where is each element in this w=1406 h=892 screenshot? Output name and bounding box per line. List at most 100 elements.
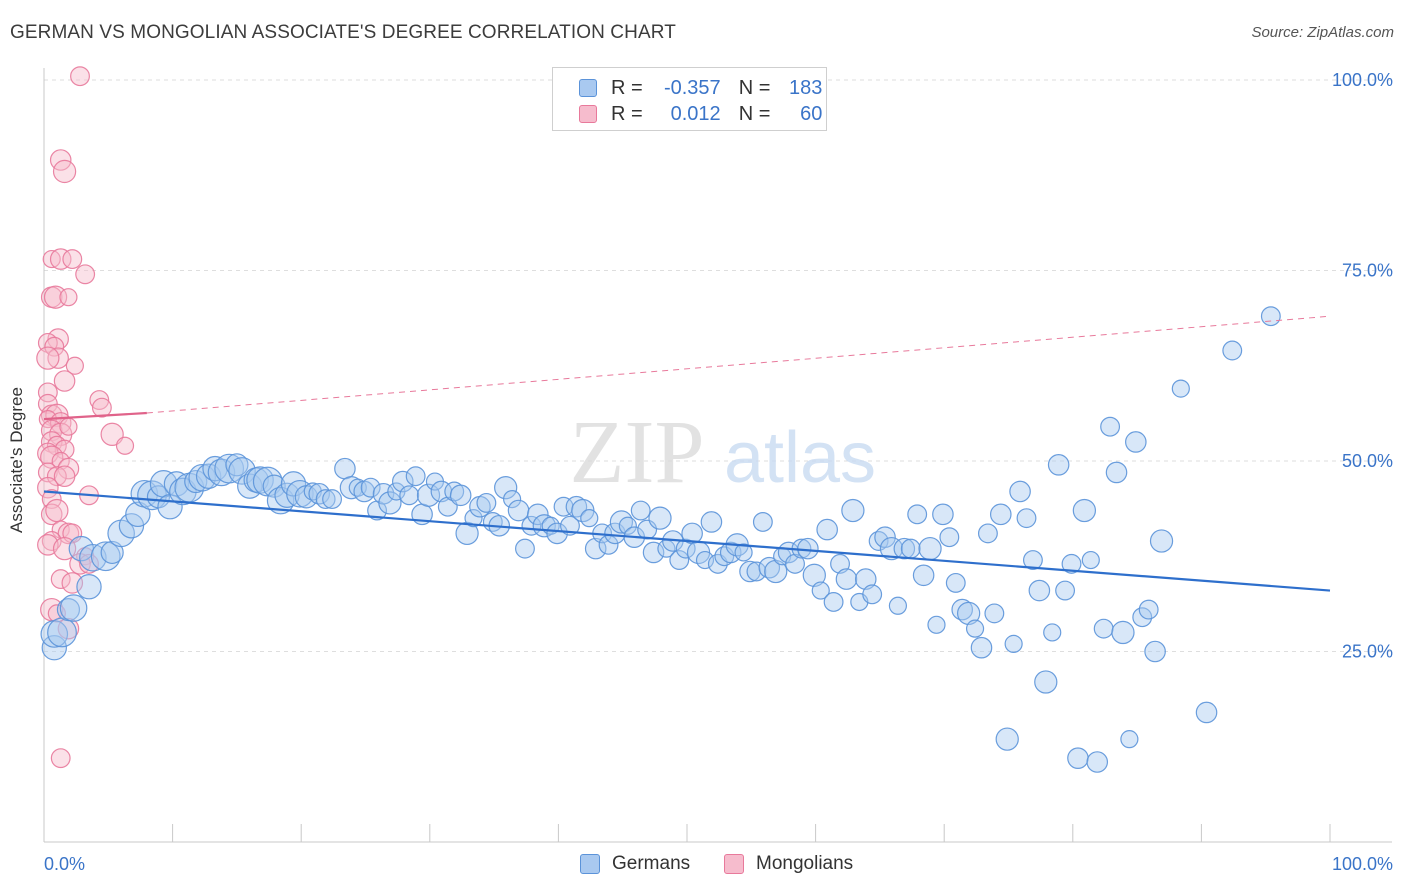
german-point — [927, 615, 946, 634]
german-point — [642, 541, 665, 564]
german-point — [965, 619, 985, 638]
german-point — [378, 491, 402, 515]
german-point — [695, 550, 715, 570]
y-axis-label: Associate's Degree — [7, 387, 26, 533]
germans-r-value: -0.357 — [663, 76, 721, 99]
german-point — [449, 484, 472, 507]
germans-n-value: 183 — [789, 76, 823, 99]
mongolians-trend-line-solid — [43, 411, 147, 421]
german-point — [1067, 747, 1089, 769]
mongolian-point — [53, 370, 76, 392]
mongolian-point — [51, 451, 70, 471]
german-point — [1086, 751, 1109, 773]
x-tick-label: 0.0% — [44, 854, 85, 874]
german-point — [391, 470, 414, 493]
mongolian-point — [53, 465, 76, 488]
german-point — [984, 603, 1005, 624]
mongolian-point — [37, 382, 58, 403]
mongolian-point — [37, 534, 59, 556]
mongolians-legend-label: Mongolians — [756, 853, 854, 874]
german-point — [669, 550, 690, 571]
german-point — [1043, 623, 1062, 642]
legend-row-germans: R = -0.357 N = 183 — [579, 76, 822, 100]
german-point — [618, 516, 637, 535]
mongolian-point — [40, 503, 63, 526]
german-point — [752, 512, 773, 532]
trend-lines — [43, 315, 1331, 592]
legend-item-mongolians[interactable]: Mongolians — [724, 853, 853, 875]
german-point — [399, 485, 420, 506]
mongolian-point — [42, 249, 61, 269]
german-point — [1093, 618, 1114, 639]
mongolian-point — [52, 159, 77, 184]
german-point — [835, 568, 858, 590]
german-point — [945, 572, 966, 593]
german-point — [360, 477, 381, 498]
german-point — [262, 474, 286, 498]
mongolians-trend-line-dashed — [146, 315, 1331, 414]
mongolian-point — [115, 436, 135, 455]
german-point — [907, 504, 928, 525]
german-point — [1125, 431, 1147, 453]
german-point — [977, 523, 998, 544]
german-point — [823, 592, 844, 612]
germans-legend-swatch — [580, 854, 600, 874]
mongolian-point — [59, 417, 78, 436]
german-point — [546, 522, 568, 545]
german-point — [1100, 416, 1121, 437]
n-label: N = — [738, 102, 771, 125]
legend-item-germans[interactable]: Germans — [580, 853, 690, 875]
german-point — [854, 568, 877, 590]
german-point — [719, 541, 742, 564]
y-tick-label: 50.0% — [1342, 451, 1393, 471]
german-point — [1081, 550, 1100, 570]
german-point — [1105, 461, 1128, 484]
german-point — [1111, 620, 1135, 645]
german-point — [700, 511, 723, 533]
german-point — [308, 482, 331, 505]
mongolian-point — [46, 466, 67, 487]
mongolian-point — [70, 66, 90, 87]
german-point — [630, 500, 651, 521]
german-point — [464, 509, 483, 528]
german-point — [995, 727, 1019, 751]
legend-row-mongolians: R = 0.012 N = 60 — [579, 102, 822, 126]
german-point — [169, 477, 197, 506]
german-point — [1009, 480, 1031, 503]
german-point — [932, 503, 954, 526]
mongolian-point — [75, 264, 96, 285]
german-point — [1222, 340, 1243, 361]
german-point — [125, 501, 151, 528]
german-point — [339, 476, 364, 500]
mongolian-point — [89, 390, 110, 410]
grid-lines — [44, 79, 1392, 652]
mongolian-point — [43, 285, 68, 309]
r-label: R = — [611, 76, 643, 99]
mongolian-point — [47, 347, 69, 369]
german-point — [785, 553, 805, 574]
n-label: N = — [738, 76, 771, 99]
german-point — [1055, 580, 1076, 601]
german-point — [184, 469, 208, 494]
german-point — [746, 561, 767, 582]
german-point — [1260, 306, 1281, 327]
germans-legend-label: Germans — [612, 853, 691, 874]
german-point — [1004, 634, 1023, 653]
german-point — [888, 596, 908, 615]
mongolian-point — [36, 346, 60, 370]
mongolian-point — [91, 397, 112, 418]
german-point — [1195, 701, 1218, 724]
german-point — [868, 531, 889, 551]
german-point — [900, 538, 921, 559]
stats-legend: R = -0.357 N = 183 R = 0.012 N = 60 — [552, 67, 827, 131]
german-point — [1144, 640, 1166, 663]
x-tick-label: 100.0% — [1332, 854, 1393, 874]
german-point — [1016, 508, 1037, 529]
chart-title: GERMAN VS MONGOLIAN ASSOCIATE'S DEGREE C… — [10, 22, 676, 43]
mongolian-point — [49, 248, 72, 270]
german-point — [802, 563, 826, 587]
watermark-atlas: atlas — [724, 418, 876, 498]
german-point — [1028, 579, 1051, 602]
mongolian-point — [50, 748, 71, 769]
mongolian-point — [44, 336, 65, 357]
